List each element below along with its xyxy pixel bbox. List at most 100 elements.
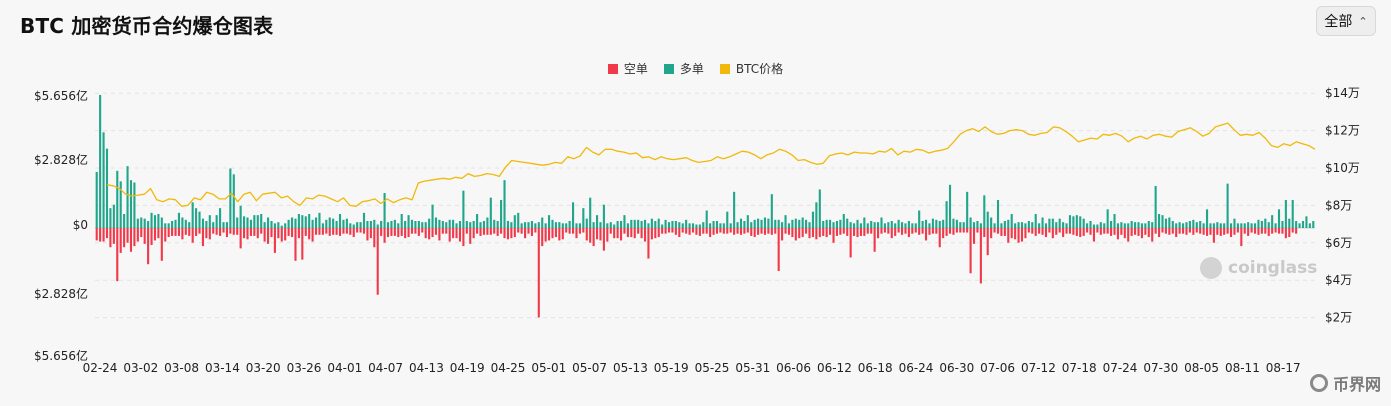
long-liquidation-bar [859,223,862,228]
long-liquidation-bar [1096,224,1099,228]
short-liquidation-bar [1284,228,1287,239]
x-axis-tick-label: 07-30 [1143,361,1178,375]
short-liquidation-bar [955,228,958,233]
long-liquidation-bar [1058,218,1061,228]
watermark-text: coinglass [1228,258,1318,278]
long-liquidation-bar [832,222,835,228]
short-liquidation-bar [417,228,420,236]
site-watermark: 币界网 [1310,371,1381,395]
long-liquidation-bar [294,218,297,228]
short-liquidation-bar [753,228,756,238]
long-liquidation-bar [181,217,184,228]
long-liquidation-bar [273,223,276,228]
long-liquidation-bar [551,219,554,228]
short-liquidation-bar [458,228,462,242]
short-liquidation-bar [835,228,838,236]
long-liquidation-bar [256,215,259,228]
long-liquidation-bar [1072,216,1075,228]
short-liquidation-bar [380,228,383,236]
short-liquidation-bar [345,228,348,234]
short-liquidation-bar [1202,228,1205,235]
short-liquidation-bar [386,228,390,238]
short-liquidation-bar [1267,228,1270,236]
short-liquidation-bar [301,228,304,260]
long-liquidation-bar [263,222,266,228]
long-liquidation-bar [362,212,366,228]
long-liquidation-bar [935,219,938,228]
long-liquidation-bar [1010,214,1013,228]
short-liquidation-bar [1291,228,1294,233]
range-select[interactable]: 全部 ⌃︎ [1316,6,1376,36]
short-liquidation-bar [239,228,242,249]
long-liquidation-bar [983,195,986,228]
short-liquidation-bar [798,228,801,239]
long-liquidation-bar [1086,223,1089,228]
short-liquidation-bar [1034,228,1037,236]
short-liquidation-bar [702,228,705,234]
long-liquidation-bar [129,180,133,228]
short-liquidation-bar [541,228,544,247]
left-axis-tick-label: $5.656亿 [34,88,88,103]
long-liquidation-bar [1229,223,1233,228]
long-liquidation-bar [856,219,859,228]
short-liquidation-bar [774,228,777,234]
short-liquidation-bar [846,228,849,236]
long-liquidation-bar [400,214,403,228]
coinglass-logo-icon [1200,257,1222,279]
long-liquidation-bar [753,219,756,228]
long-liquidation-bar [301,215,304,228]
long-liquidation-bar [890,221,893,228]
short-liquidation-bar [739,228,743,235]
long-liquidation-bar [99,94,102,228]
short-liquidation-bar [290,228,294,238]
long-liquidation-bar [1277,209,1281,228]
long-liquidation-bar [123,214,126,228]
short-liquidation-bar [160,228,163,261]
short-liquidation-bar [284,228,287,241]
long-liquidation-bar [445,222,448,228]
short-liquidation-bar [839,228,842,235]
short-liquidation-bar [256,228,259,239]
long-liquidation-bar [414,221,417,228]
short-liquidation-bar [554,228,557,238]
short-liquidation-bar [304,228,307,236]
long-liquidation-bar [729,223,732,228]
short-liquidation-bar [318,228,321,235]
short-liquidation-bar [904,228,907,234]
short-liquidation-bar [1068,228,1072,234]
long-liquidation-bar [212,222,215,228]
long-liquidation-bar [520,223,523,228]
long-liquidation-bar [359,222,362,228]
long-liquidation-bar [102,132,105,228]
short-liquidation-bar [983,228,986,238]
short-liquidation-bar [109,228,112,248]
short-liquidation-bar [921,228,924,234]
short-liquidation-bar [1171,228,1174,234]
legend-item-price[interactable]: BTC价格 [719,60,783,77]
long-liquidation-bar [191,202,194,228]
x-axis-tick-label: 04-25 [491,361,526,375]
long-liquidation-bar [733,191,736,228]
legend-item-short[interactable]: 空单 [607,60,648,77]
short-liquidation-bar [390,228,393,236]
long-liquidation-bar [1103,223,1106,228]
short-liquidation-bar [654,228,657,239]
x-axis-tick-label: 03-14 [205,361,240,375]
long-liquidation-bar [496,221,499,228]
long-liquidation-bar [1250,223,1253,228]
short-liquidation-bar [729,228,732,233]
long-liquidation-bar [157,214,160,228]
long-liquidation-bar [513,215,516,228]
legend-item-long[interactable]: 多单 [663,60,704,77]
long-liquidation-bar [219,208,222,228]
short-liquidation-bar [1182,228,1185,234]
long-liquidation-bar [623,215,626,228]
short-liquidation-bar [1113,228,1116,235]
short-liquidation-bar [476,228,479,234]
long-liquidation-bar [839,219,842,228]
long-liquidation-bar [1092,224,1096,228]
long-liquidation-bar [609,222,612,228]
short-liquidation-bar [335,228,338,235]
right-axis-tick-label: $12万 [1325,124,1360,138]
long-liquidation-bar [109,208,112,228]
